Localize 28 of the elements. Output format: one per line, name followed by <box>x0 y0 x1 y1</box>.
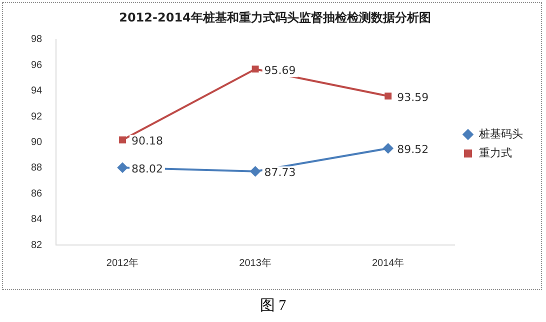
x-tick-label: 2012年 <box>106 256 139 269</box>
legend-label: 重力式 <box>479 146 512 160</box>
data-label: 88.02 <box>132 162 164 176</box>
point <box>384 92 392 100</box>
data-label: 90.18 <box>132 134 164 148</box>
caption: 图 7 <box>258 297 288 315</box>
y-tick-label: 88 <box>31 162 43 174</box>
y-tick-label: 90 <box>31 136 43 148</box>
x-tick-label: 2014年 <box>372 256 404 269</box>
point <box>119 136 126 144</box>
point <box>250 166 260 176</box>
y-tick-label: 92 <box>31 111 43 122</box>
data-label: 87.73 <box>264 166 296 180</box>
chart-title: 2012-2014年桩基和重力式码头监督抽检检测数据分析图 <box>119 10 431 24</box>
point <box>252 66 259 73</box>
data-label: 95.69 <box>264 64 296 77</box>
point <box>383 143 394 154</box>
data-label: 93.59 <box>397 90 429 104</box>
y-tick-label: 98 <box>31 34 43 46</box>
y-tick-label: 86 <box>31 188 43 200</box>
y-tick-label: 96 <box>31 60 43 71</box>
point <box>118 162 128 173</box>
y-tick-label: 84 <box>31 214 43 226</box>
y-tick-label: 94 <box>31 86 43 97</box>
data-label: 89.52 <box>397 143 429 156</box>
y-tick-label: 82 <box>31 240 43 251</box>
legend-label: 桩基码头 <box>478 128 523 141</box>
x-tick-label: 2013年 <box>239 256 272 269</box>
